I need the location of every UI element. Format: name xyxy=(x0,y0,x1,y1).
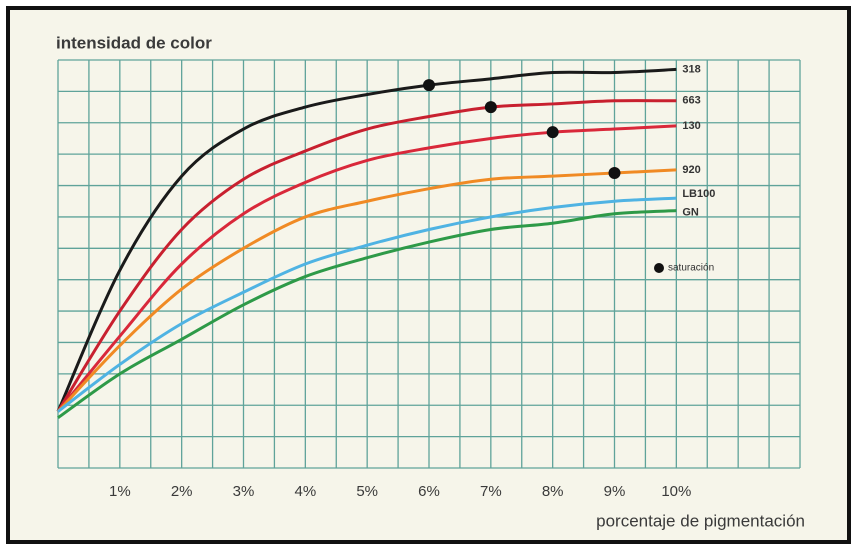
x-tick-label: 1% xyxy=(109,483,131,500)
saturation-point xyxy=(546,126,559,139)
series-line xyxy=(56,124,677,413)
saturation-point xyxy=(608,166,621,179)
x-tick-label: 7% xyxy=(480,483,502,500)
series-label: GN xyxy=(682,207,699,219)
series-line xyxy=(57,196,677,413)
series-label: 663 xyxy=(682,95,700,107)
series-label: 920 xyxy=(682,164,700,176)
series-line xyxy=(56,99,677,413)
x-tick-label: 10% xyxy=(661,483,691,500)
x-tick-label: 8% xyxy=(542,483,564,500)
x-tick-label: 6% xyxy=(418,483,440,500)
y-axis-label: intensidad de color xyxy=(56,33,212,52)
series-label: LB100 xyxy=(682,188,715,200)
saturation-point xyxy=(423,79,435,92)
saturation-point xyxy=(484,101,497,114)
series-line xyxy=(56,168,677,413)
series-label: 130 xyxy=(682,120,700,132)
x-tick-label: 4% xyxy=(294,483,316,500)
x-tick-label: 9% xyxy=(604,483,626,500)
legend-label: saturación xyxy=(668,263,714,274)
series-line xyxy=(56,67,677,413)
x-tick-label: 5% xyxy=(356,483,378,500)
series-line xyxy=(57,209,677,420)
series-label: 318 xyxy=(682,63,700,75)
legend-marker xyxy=(654,263,664,273)
x-axis-label: porcentaje de pigmentación xyxy=(596,511,805,530)
x-tick-label: 3% xyxy=(233,483,255,500)
x-tick-label: 2% xyxy=(171,483,193,500)
